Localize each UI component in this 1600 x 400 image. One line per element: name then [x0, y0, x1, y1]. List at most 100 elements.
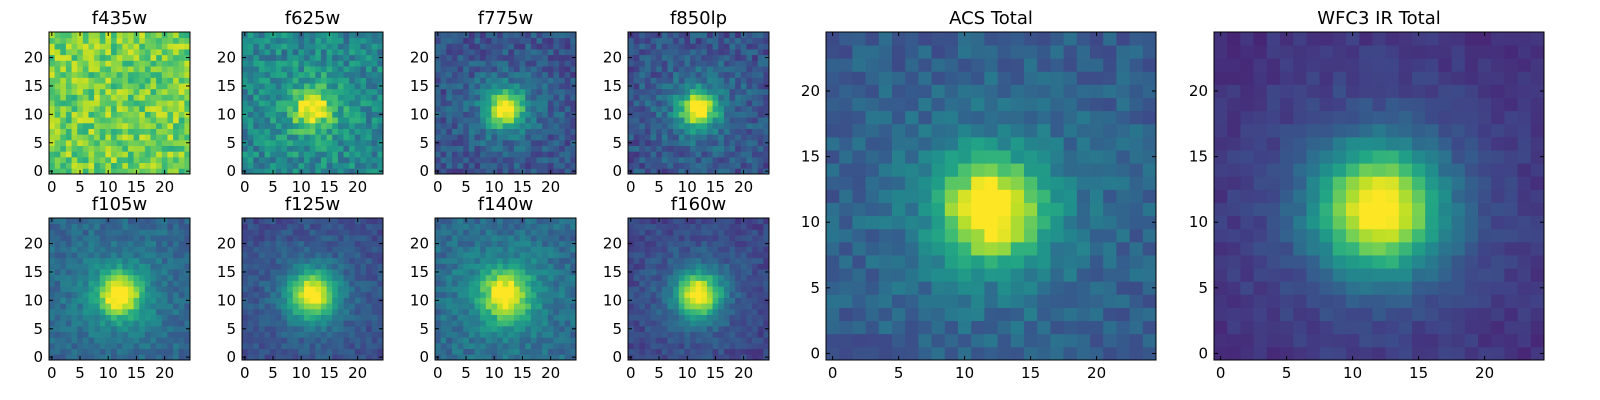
heatmap-cell	[167, 348, 174, 355]
heatmap-cell	[270, 43, 277, 50]
heatmap-cell	[457, 229, 464, 236]
heatmap-cell	[497, 314, 504, 321]
heatmap-cell	[178, 117, 185, 124]
heatmap-cell	[326, 128, 333, 135]
heatmap-cell	[553, 274, 560, 281]
heatmap-cell	[309, 223, 316, 230]
heatmap-cell	[82, 274, 89, 281]
heatmap-cell	[173, 156, 180, 164]
heatmap-cell	[99, 94, 106, 101]
heatmap-cell	[139, 105, 146, 112]
heatmap-cell	[111, 162, 118, 169]
heatmap-cell	[474, 156, 481, 164]
heatmap-cell	[650, 117, 657, 124]
heatmap-cell	[497, 308, 504, 315]
heatmap-cell	[139, 354, 146, 361]
heatmap-cell	[644, 83, 651, 90]
heatmap-cell	[71, 274, 78, 281]
heatmap-cell	[54, 60, 61, 67]
heatmap-cell	[656, 71, 663, 78]
heatmap-cell	[144, 320, 151, 327]
heatmap-cell	[298, 252, 305, 259]
heatmap-cell	[88, 145, 95, 152]
heatmap-cell	[247, 139, 254, 146]
heatmap-cell	[740, 303, 747, 310]
heatmap-cell	[360, 145, 367, 152]
heatmap-cell	[77, 94, 84, 101]
heatmap-cell	[82, 111, 89, 118]
heatmap-cell	[468, 320, 475, 327]
heatmap-cell	[502, 280, 509, 287]
heatmap-cell	[94, 337, 101, 344]
heatmap-cell	[650, 88, 657, 95]
heatmap-cell	[371, 246, 378, 253]
heatmap-cell	[559, 151, 566, 158]
heatmap-cell	[133, 280, 140, 287]
heatmap-cell	[349, 122, 356, 129]
heatmap-cell	[542, 32, 549, 39]
heatmap-cell	[156, 66, 163, 73]
heatmap-cell	[242, 286, 249, 293]
heatmap-cell	[502, 252, 509, 259]
heatmap-cell	[281, 162, 288, 169]
heatmap-cell	[480, 128, 487, 135]
heatmap-cell	[525, 105, 532, 112]
heatmap-cell	[139, 139, 146, 146]
heatmap-cell	[122, 280, 129, 287]
heatmap-cell	[156, 269, 163, 276]
heatmap-cell	[536, 314, 543, 321]
heatmap-cell	[258, 49, 265, 56]
heatmap-cell	[94, 257, 101, 264]
heatmap-cell	[253, 252, 260, 259]
axes-frame	[241, 31, 384, 175]
heatmap-cell	[111, 252, 118, 259]
heatmap-cell	[111, 139, 118, 146]
heatmap-cell	[371, 100, 378, 107]
heatmap-cell	[639, 77, 646, 84]
heatmap-cell	[757, 331, 764, 338]
heatmap-cell	[564, 348, 571, 355]
heatmap-cell	[763, 100, 770, 107]
heatmap-cell	[695, 274, 702, 281]
heatmap-cell	[695, 128, 702, 135]
heatmap-cell	[519, 246, 526, 253]
heatmap-cell	[644, 308, 651, 315]
heatmap-cell	[457, 252, 464, 259]
heatmap-cell	[337, 43, 344, 50]
heatmap-cell	[144, 49, 151, 56]
heatmap-cell	[706, 54, 713, 61]
heatmap-cell	[706, 117, 713, 124]
heatmap-cell	[82, 37, 89, 44]
heatmap-cell	[242, 246, 249, 253]
heatmap-cell	[480, 263, 487, 270]
heatmap-cell	[139, 337, 146, 344]
heatmap-cell	[281, 348, 288, 355]
heatmap-cell	[287, 54, 294, 61]
heatmap-cell	[315, 122, 322, 129]
heatmap-cell	[144, 32, 151, 39]
heatmap-cell	[178, 303, 185, 310]
heatmap-cell	[360, 252, 367, 259]
heatmap-cell	[99, 83, 106, 90]
heatmap-cell	[133, 100, 140, 107]
heatmap-cell	[553, 320, 560, 327]
heatmap-cell	[320, 145, 327, 152]
heatmap-cell	[281, 246, 288, 253]
heatmap-cell	[150, 348, 157, 355]
heatmap-cell	[326, 134, 333, 141]
heatmap-cell	[253, 331, 260, 338]
heatmap-cell	[298, 320, 305, 327]
heatmap-cell	[139, 331, 146, 338]
heatmap-cell	[525, 94, 532, 101]
heatmap-cell	[525, 111, 532, 118]
heatmap-cell	[173, 134, 180, 141]
heatmap-cell	[678, 60, 685, 67]
heatmap-cell	[746, 32, 753, 39]
heatmap-cell	[706, 342, 713, 350]
heatmap-cell	[723, 94, 730, 101]
heatmap-cell	[519, 139, 526, 146]
heatmap-cell	[122, 88, 129, 95]
heatmap-cell	[451, 331, 458, 338]
heatmap-cell	[49, 223, 56, 230]
heatmap-cell	[435, 37, 442, 44]
